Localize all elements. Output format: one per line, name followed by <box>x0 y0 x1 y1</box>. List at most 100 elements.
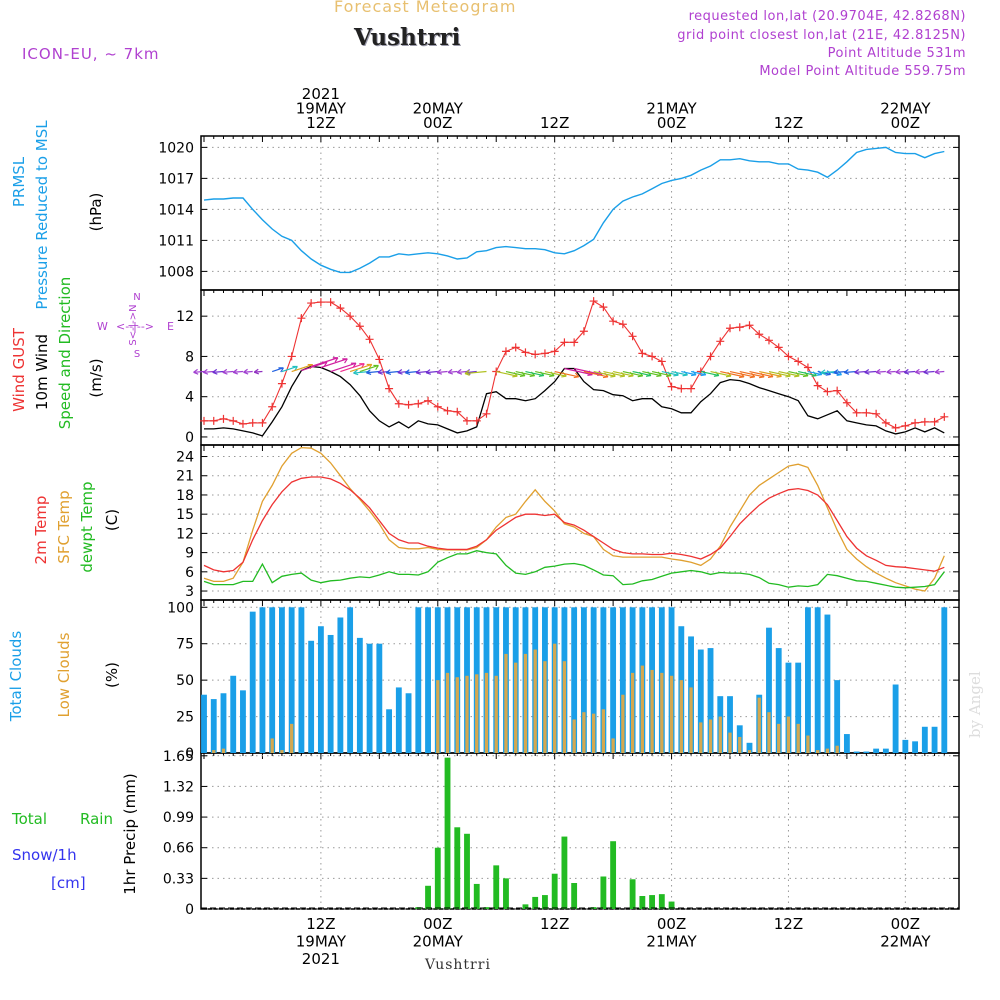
wind-arrow-head <box>212 368 218 375</box>
label-prmsl: PRMSL <box>10 156 28 207</box>
total-cloud-bar <box>892 684 899 753</box>
wind-direction-arrow <box>768 370 791 377</box>
low-cloud-bar <box>650 669 654 753</box>
low-cloud-bar <box>445 672 450 753</box>
total-cloud-bar <box>269 607 276 753</box>
wind-arrow-head <box>886 368 892 375</box>
wind-direction-arrow <box>632 370 652 377</box>
wind-direction-arrow <box>193 370 205 373</box>
wind-direction-arrow <box>915 370 925 373</box>
total-cloud-bar <box>600 607 607 753</box>
gust-marker <box>842 398 851 407</box>
panel-frame-precip <box>200 752 960 910</box>
gust-marker <box>687 384 696 393</box>
low-cloud-bar <box>572 719 576 753</box>
precip-bar <box>629 879 636 909</box>
low-cloud-bar <box>504 653 508 753</box>
wind-direction-arrow <box>554 370 579 378</box>
total-cloud-bar <box>395 687 402 753</box>
wind-arrow-head <box>914 368 921 375</box>
wind-arrow-head <box>820 369 826 376</box>
total-cloud-bar <box>259 607 266 753</box>
low-cloud-bar <box>699 722 703 753</box>
y-tick-label: 100 <box>167 600 194 616</box>
wind-direction-arrow <box>710 370 732 377</box>
gust-marker <box>209 416 218 425</box>
total-cloud-bar <box>795 662 802 753</box>
gust-marker <box>346 312 355 321</box>
total-cloud-bar <box>405 693 412 753</box>
gust-marker <box>200 416 208 425</box>
bottom-time-label: 00Z <box>423 915 452 933</box>
precip-bar <box>542 895 548 909</box>
total-cloud-bar <box>386 709 392 753</box>
wind-direction-arrow <box>233 370 244 373</box>
low-cloud-bar <box>679 680 683 753</box>
y-tick-label: 0 <box>185 430 194 446</box>
total-cloud-bar <box>610 607 617 753</box>
total-cloud-bar <box>425 607 431 753</box>
gust-marker <box>648 352 657 361</box>
top-time-label: 12Z <box>774 114 803 132</box>
model-point-altitude: Model Point Altitude 559.75m <box>759 64 966 79</box>
gust-marker <box>482 409 491 418</box>
total-cloud-bar <box>249 611 256 753</box>
wind-arrow-head <box>397 369 403 375</box>
wind-direction-arrow <box>291 364 313 373</box>
wind-direction-arrow <box>564 367 593 376</box>
gust-marker <box>258 418 267 427</box>
wind-arrow-head <box>415 369 421 375</box>
low-cloud-bar <box>630 672 635 753</box>
gust-marker <box>316 298 325 307</box>
dewpoint-line <box>203 550 945 589</box>
total-cloud-bar <box>843 734 850 753</box>
total-cloud-bar <box>580 607 587 753</box>
total-cloud-bar <box>863 751 870 753</box>
low-cloud-bar <box>514 662 518 753</box>
gust-marker <box>238 419 247 428</box>
wind-arrow-head <box>895 368 901 375</box>
low-cloud-bar <box>455 677 459 753</box>
gust-marker <box>677 384 686 393</box>
gust-marker <box>930 417 939 426</box>
y-tick-label: 8 <box>185 349 194 365</box>
wind-direction-arrow <box>720 370 745 378</box>
gust-marker <box>385 384 394 393</box>
wind-arrow-head <box>573 372 580 379</box>
gust-marker <box>716 337 725 346</box>
gust-marker <box>560 338 569 347</box>
direction-legend-e: E <box>167 320 174 333</box>
top-time-label: 20MAY <box>413 100 464 118</box>
total-cloud-bar <box>931 726 938 753</box>
bottom-time-label: 00Z <box>891 915 920 933</box>
wind-direction-arrow <box>203 370 214 373</box>
total-cloud-bar <box>727 696 733 753</box>
wind-arrow-head <box>193 368 199 375</box>
wind-direction-arrow <box>622 370 643 377</box>
total-cloud-bar <box>415 607 422 753</box>
requested-coordinates: requested lon,lat (20.9704E, 42.8268N) <box>688 9 966 24</box>
wind-direction-arrow <box>788 370 809 377</box>
y-tick-label: 12 <box>176 309 194 325</box>
gust-marker <box>657 357 666 366</box>
low-cloud-bar <box>747 750 752 753</box>
wind-direction-arrow <box>212 370 224 373</box>
gust-marker <box>726 324 735 333</box>
wind-direction-arrow <box>854 370 867 374</box>
gust-marker <box>443 406 452 415</box>
wind-direction-arrow <box>923 370 935 373</box>
wind-direction-arrow <box>505 370 526 377</box>
precip-bar <box>522 904 529 909</box>
wind-direction-arrow <box>320 358 348 369</box>
gust-marker <box>248 418 257 427</box>
gust-marker <box>297 314 306 323</box>
gust-marker <box>803 363 812 372</box>
location-title: Vushtrri <box>354 24 461 51</box>
y-tick-label: 50 <box>176 673 194 689</box>
y-tick-label: 0.33 <box>163 871 194 887</box>
wind-arrow-head <box>278 367 284 373</box>
low-cloud-bar <box>484 672 489 753</box>
wind-direction-arrow <box>895 370 906 373</box>
total-cloud-bar <box>834 680 841 753</box>
gust-marker <box>940 412 949 421</box>
